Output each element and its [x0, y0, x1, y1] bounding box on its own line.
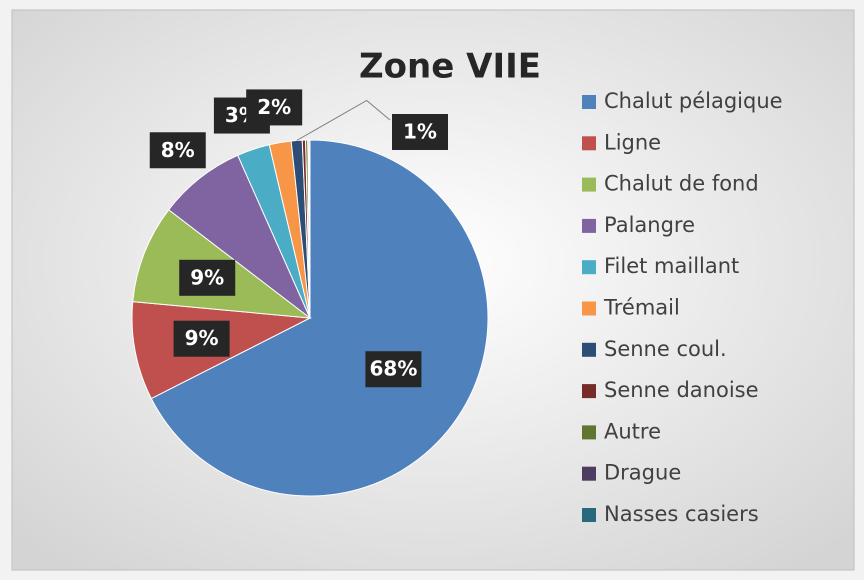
data-label-box: [179, 259, 236, 296]
legend-swatch: [582, 466, 596, 481]
data-label-box: [149, 132, 206, 169]
legend-label: Chalut de fond: [604, 172, 759, 196]
legend-label: Palangre: [604, 213, 695, 237]
data-label: 8%: [161, 138, 195, 162]
data-label: 9%: [185, 326, 219, 350]
legend-label: Senne danoise: [604, 378, 759, 402]
chart-title: Zone VIIE: [359, 47, 541, 87]
legend-swatch: [582, 508, 596, 522]
pie-slice: [150, 139, 489, 497]
leader-line: [296, 99, 391, 141]
legend-label: Ligne: [604, 130, 661, 154]
legend-label: Drague: [604, 461, 681, 485]
data-label-box: [365, 351, 422, 388]
legend-swatch: [582, 177, 596, 192]
legend-label: Filet maillant: [604, 254, 739, 278]
legend-swatch: [582, 260, 596, 275]
legend-swatch: [582, 95, 596, 109]
legend-label: Autre: [604, 419, 661, 443]
legend-label: Trémail: [603, 296, 680, 320]
legend-swatch: [582, 342, 596, 357]
data-label: 2%: [257, 95, 291, 119]
data-label-box: [246, 89, 303, 126]
legend-swatch: [582, 218, 596, 233]
legend-swatch: [582, 425, 596, 440]
legend-label: Chalut pélagique: [604, 89, 783, 113]
pie-slice: [308, 139, 311, 319]
data-label-box: [392, 114, 448, 150]
legend-swatch: [582, 384, 596, 399]
legend-label: Senne coul.: [604, 337, 727, 361]
legend-swatch: [582, 136, 596, 151]
legend-swatch: [582, 301, 596, 316]
data-label: 1%: [403, 120, 437, 144]
data-label: 68%: [369, 357, 417, 381]
data-label: 9%: [190, 265, 224, 289]
legend-label: Nasses casiers: [604, 502, 759, 526]
data-label-box: [173, 320, 230, 357]
